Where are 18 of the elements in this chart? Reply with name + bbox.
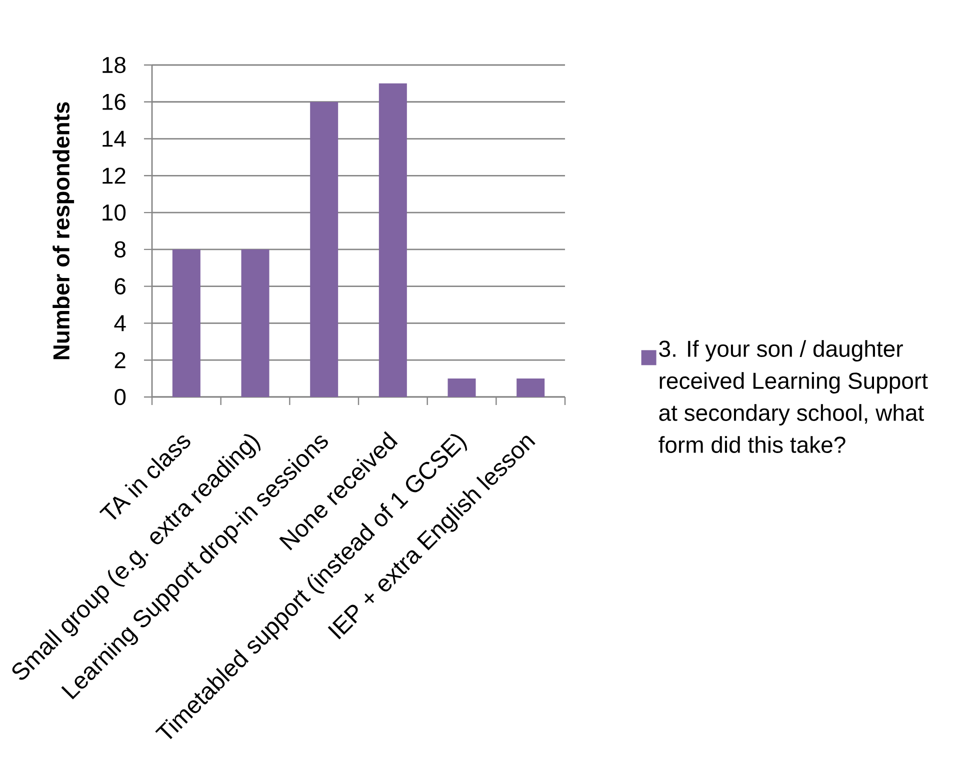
y-tick-label: 10 [102,204,126,221]
bar [241,249,270,397]
y-tick-label: 16 [102,94,126,110]
y-tick-label: 2 [114,352,126,368]
y-tick-label: 8 [114,241,126,258]
bar [310,102,338,397]
bar [172,249,200,397]
y-tick-label: 4 [114,315,126,332]
y-tick-label: 18 [102,56,126,74]
y-tick-label: 14 [102,130,126,147]
y-tick-label: 6 [114,278,126,294]
y-tick-label: 12 [102,168,126,184]
y-axis-title: Number of respondents [52,102,74,360]
bar [378,83,407,397]
y-tick-label: 0 [114,388,126,406]
bar [448,378,476,397]
bar [516,378,545,397]
legend-label: 3. If your son / daughter received Learning Support at secondary school, what form did this take? [658,340,928,453]
